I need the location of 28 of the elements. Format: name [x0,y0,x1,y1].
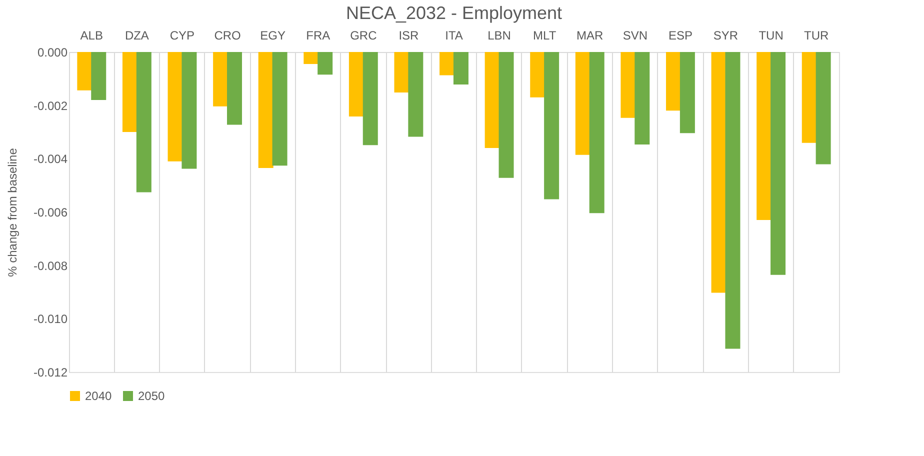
x-tick-label: ISR [398,28,420,42]
x-tick-label: TUR [804,28,830,42]
legend-label: 2040 [85,389,112,403]
x-tick-label: GRC [350,28,378,42]
x-tick-label: ESP [668,28,692,42]
x-tick-label: DZA [124,28,149,42]
x-tick-label: MLT [533,28,557,42]
x-tick-label: CYP [170,28,195,42]
x-tick-label: FRA [306,28,330,42]
x-tick-label: SVN [622,28,648,42]
x-tick-label: CRO [214,28,241,42]
x-tick-label: ITA [445,28,463,42]
x-tick-label: SYR [713,28,738,42]
y-tick-label: -0.012 [33,366,68,380]
y-tick-label: 0.000 [37,46,68,60]
x-tick-label: MAR [576,28,604,42]
y-tick-label: -0.002 [33,98,68,113]
chart-title: NECA_2032 - Employment [346,3,562,23]
x-tick-label: EGY [260,28,286,42]
y-tick-label: -0.006 [33,206,68,220]
x-tick-label: TUN [758,28,784,42]
y-tick-label: -0.010 [33,312,68,326]
x-tick-label: LBN [488,28,511,42]
x-tick-label: ALB [80,28,103,42]
y-axis-title: % change from baseline [5,148,20,277]
y-tick-label: -0.004 [33,152,68,166]
y-tick-label: -0.008 [33,258,68,273]
legend-label: 2050 [138,389,166,403]
